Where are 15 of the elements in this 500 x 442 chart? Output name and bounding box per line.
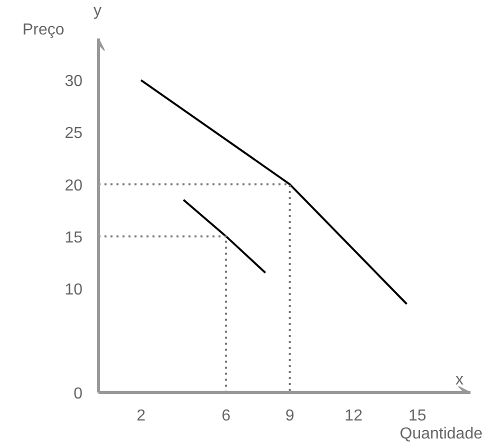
x-tick-label: 9 bbox=[285, 408, 294, 424]
x-axis-title: Quantidade bbox=[400, 426, 483, 442]
y-tick-label: 0 bbox=[74, 386, 83, 402]
y-tick-label: 30 bbox=[64, 73, 83, 90]
y-tick-label: 20 bbox=[64, 177, 83, 194]
y-axis-title: Preço bbox=[22, 22, 64, 38]
x-tick-label: 12 bbox=[344, 408, 363, 424]
y-tick-label: 15 bbox=[64, 229, 83, 246]
y-tick-label: 10 bbox=[64, 281, 83, 298]
y-tick-label: 25 bbox=[64, 125, 83, 142]
x-tick-label: 15 bbox=[408, 408, 426, 424]
x-tick-label: 6 bbox=[222, 408, 231, 424]
annotation: x bbox=[456, 372, 464, 388]
x-tick-label: 2 bbox=[136, 408, 146, 424]
text: y bbox=[94, 2, 102, 20]
